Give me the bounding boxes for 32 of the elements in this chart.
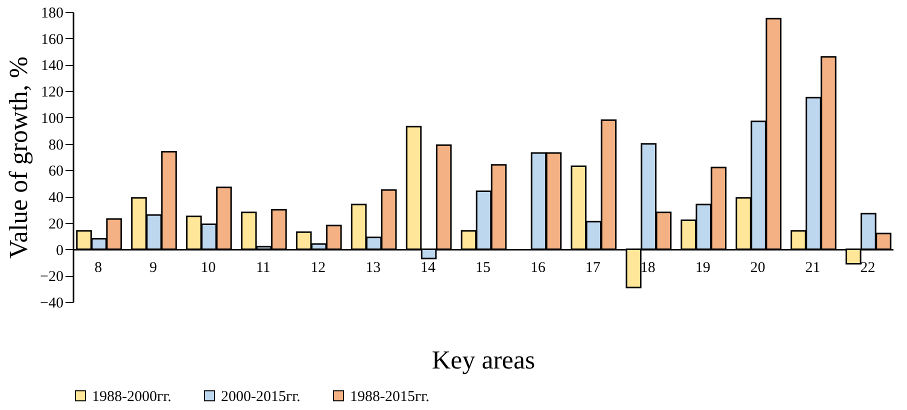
- legend-label: 2000-2015гг.: [221, 388, 300, 405]
- x-tick-label: 9: [149, 260, 157, 276]
- y-tick-label: 180: [41, 6, 64, 22]
- legend-label: 1988-2015гг.: [350, 388, 430, 405]
- y-tick-label: 60: [48, 164, 64, 180]
- legend-label: 1988-2000гг.: [92, 388, 172, 405]
- x-tick-label: 15: [476, 260, 490, 276]
- x-tick-label: 16: [530, 260, 546, 276]
- x-tick-label: 11: [256, 260, 270, 276]
- y-tick-label: 100: [41, 110, 64, 127]
- x-tick-label: 13: [366, 260, 381, 276]
- x-tick-label: 20: [750, 260, 766, 276]
- y-tick-label: 40: [48, 190, 64, 206]
- x-tick-label: 22: [860, 260, 876, 276]
- y-tick-label: 160: [41, 32, 64, 48]
- y-tick-label: 140: [41, 58, 64, 74]
- x-tick-label: 14: [420, 260, 436, 276]
- y-tick-label: 0: [56, 242, 64, 259]
- y-tick-label: 80: [48, 137, 64, 154]
- x-tick-label: 10: [200, 260, 216, 276]
- x-tick-label: 19: [695, 260, 710, 276]
- x-tick-label: 8: [94, 260, 102, 276]
- y-axis-title: Value of growth, %: [4, 56, 34, 259]
- x-tick-label: 18: [640, 260, 656, 276]
- x-tick-label: 12: [310, 260, 326, 276]
- x-tick-label: 21: [805, 260, 820, 276]
- y-tick-label: −20: [40, 269, 64, 286]
- y-tick-label: 20: [48, 216, 64, 232]
- y-tick-label: −40: [40, 296, 64, 312]
- x-tick-label: 17: [585, 260, 601, 276]
- y-tick-label: 120: [41, 84, 64, 101]
- x-axis-title: Key areas: [432, 346, 536, 374]
